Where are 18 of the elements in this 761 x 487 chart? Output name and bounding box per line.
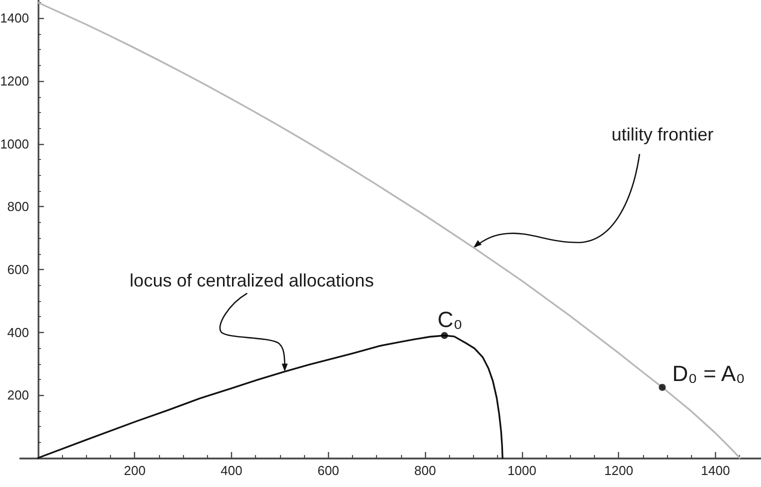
x-tick-label: 1000 [507, 463, 536, 478]
y-tick-label: 800 [7, 199, 29, 214]
annotation: C₀ [437, 306, 462, 332]
y-tick-label: 200 [7, 388, 29, 403]
x-tick-label: 600 [317, 463, 340, 478]
x-tick-label: 800 [414, 463, 436, 478]
annotation: locus of centralized allocations [130, 270, 374, 291]
y-tick-label: 1400 [0, 10, 29, 26]
y-tick-label: 1200 [0, 74, 29, 89]
annotation: utility frontier [611, 124, 714, 145]
y-tick-label: 600 [7, 262, 29, 278]
x-tick-label: 200 [124, 463, 146, 478]
x-tick-label: 1200 [604, 463, 634, 478]
x-tick-label: 400 [220, 463, 242, 478]
y-tick-label: 1000 [0, 136, 29, 152]
y-tick-label: 400 [7, 324, 29, 340]
x-tick-label: 1400 [701, 463, 730, 478]
annotation: D₀ = A₀ [672, 360, 745, 386]
